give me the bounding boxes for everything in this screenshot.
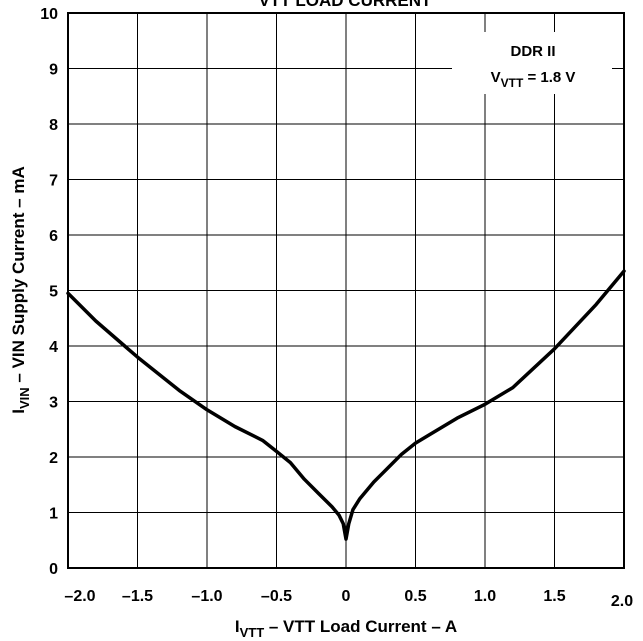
y-tick-label: 10 — [40, 6, 58, 23]
x-tick-label: 0.5 — [404, 588, 426, 605]
x-tick-label: –2.0 — [64, 588, 95, 605]
x-tick-label: –1.5 — [122, 588, 153, 605]
series-line — [66, 269, 626, 541]
chart-title: VTT LOAD CURRENT — [259, 0, 432, 10]
y-tick-label: 0 — [49, 561, 58, 578]
gridlines — [67, 12, 625, 569]
y-tick-label: 6 — [49, 228, 58, 245]
x-tick-label: –1.0 — [191, 588, 222, 605]
x-tick-label: 1.5 — [543, 588, 565, 605]
y-tick-label: 5 — [49, 284, 58, 301]
y-tick-labels: 0 1 2 3 4 5 6 7 8 9 10 — [40, 6, 58, 578]
x-tick-label: 0 — [342, 588, 351, 605]
annotation-line1: DDR II — [511, 43, 556, 60]
y-axis-title: IVIN – VIN Supply Current – mA — [9, 166, 32, 413]
x-tick-labels: –2.0 –1.5 –1.0 –0.5 0 0.5 1.0 1.5 2.0 — [64, 588, 633, 610]
y-tick-label: 8 — [49, 117, 58, 134]
x-tick-label: 2.0 — [611, 593, 633, 610]
y-tick-label: 2 — [49, 450, 58, 467]
y-tick-label: 9 — [49, 62, 58, 79]
y-tick-label: 7 — [49, 173, 58, 190]
x-tick-label: –0.5 — [261, 588, 292, 605]
annotation-line2: VVTT = 1.8 V — [491, 69, 576, 90]
x-tick-label: 1.0 — [474, 588, 496, 605]
annotation-box: DDR II VVTT = 1.8 V — [452, 32, 612, 94]
y-tick-label: 3 — [49, 395, 58, 412]
y-tick-label: 1 — [49, 506, 58, 523]
x-axis-title: IVTT – VTT Load Current – A — [235, 617, 457, 640]
plot-frame — [67, 12, 625, 569]
y-tick-label: 4 — [49, 339, 58, 356]
